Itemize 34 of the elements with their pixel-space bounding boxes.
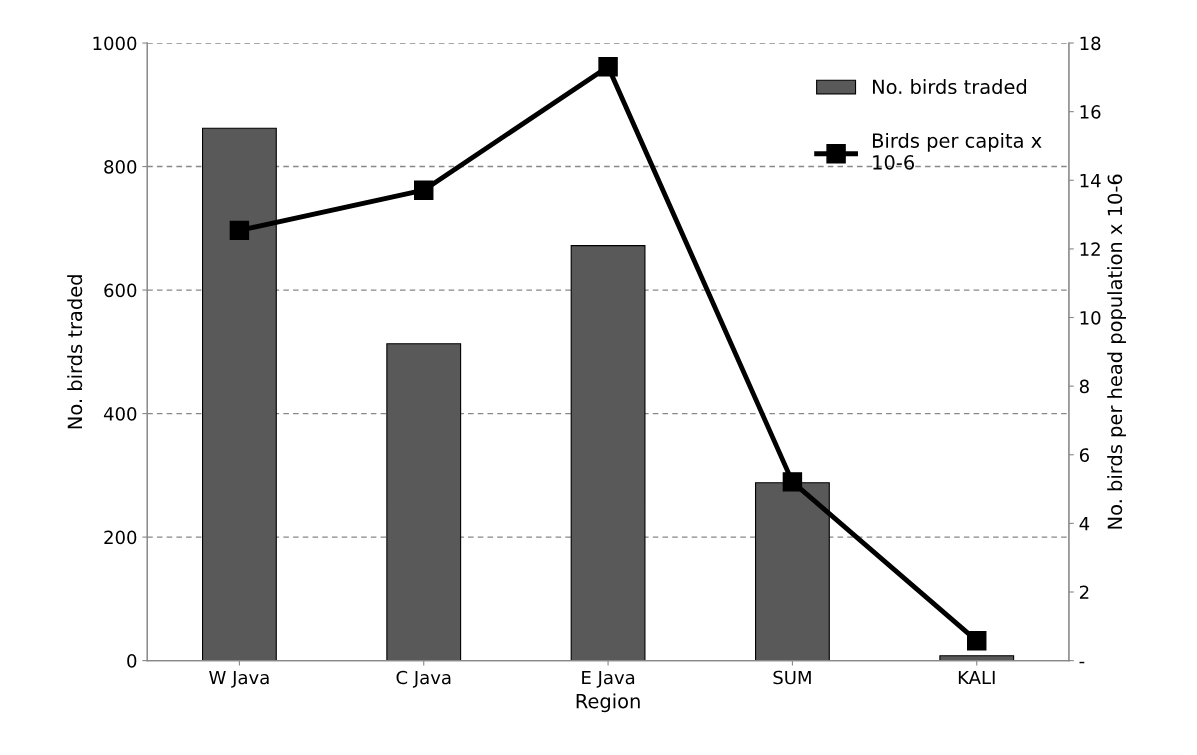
x-tick-label: KALI bbox=[958, 670, 995, 685]
x-tick-label: SUM bbox=[773, 670, 811, 685]
y2-tick-label: 16 bbox=[1080, 105, 1101, 119]
point bbox=[598, 56, 618, 77]
y2-tick-label: 6 bbox=[1079, 448, 1089, 462]
y2-tick-label: 4 bbox=[1079, 517, 1090, 531]
y-tick-label: 1000 bbox=[93, 36, 137, 51]
y-tick-label: 600 bbox=[104, 283, 137, 298]
y2-tick-label: 12 bbox=[1080, 242, 1100, 256]
x-tick-label: E Java bbox=[582, 670, 635, 688]
bar bbox=[939, 655, 1015, 661]
y2-tick-label: 8 bbox=[1079, 379, 1089, 394]
legend-label: No. birds traded bbox=[873, 79, 1027, 95]
bar bbox=[386, 343, 462, 661]
y-tick-label: 400 bbox=[103, 407, 137, 421]
point bbox=[782, 472, 803, 492]
x-axis-title: Region bbox=[576, 693, 640, 713]
point bbox=[229, 220, 250, 241]
y-tick-label: 0 bbox=[127, 654, 137, 668]
y2-tick-label: 14 bbox=[1080, 173, 1101, 188]
x-tick-label: C Java bbox=[396, 670, 451, 688]
y-axis-title: No. birds traded bbox=[67, 275, 83, 429]
bar bbox=[570, 245, 646, 661]
point bbox=[967, 631, 987, 651]
point bbox=[414, 180, 434, 200]
y2-tick-label: 2 bbox=[1079, 585, 1089, 599]
y2-axis-title: No. birds per head population x 10-6 bbox=[1107, 174, 1126, 529]
y2-tick-label: 10 bbox=[1080, 310, 1101, 325]
y-tick-label: 200 bbox=[104, 530, 137, 545]
y2-tick-label: - bbox=[1079, 661, 1085, 664]
x-tick-label: W Java bbox=[209, 670, 269, 688]
legend-label: Birds per capita x 10-6 bbox=[873, 132, 1042, 170]
y2-tick-label: 18 bbox=[1080, 36, 1101, 51]
y-tick-label: 800 bbox=[104, 160, 137, 174]
